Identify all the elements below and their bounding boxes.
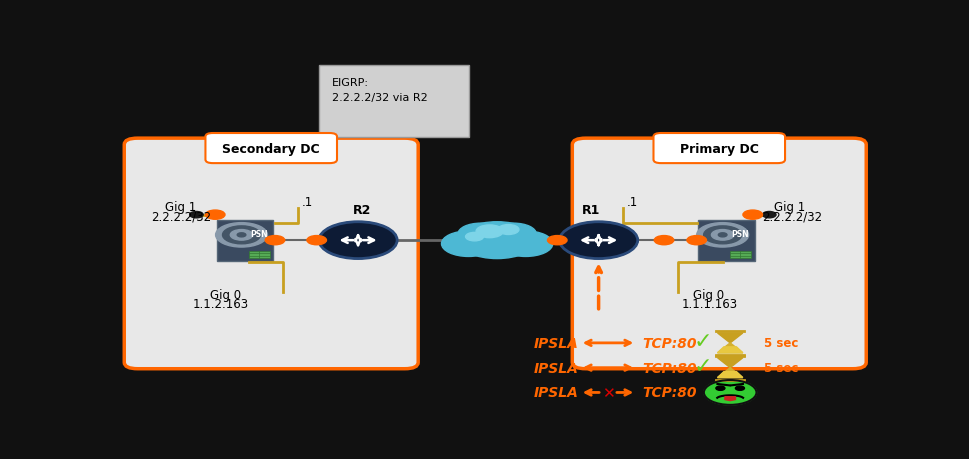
Circle shape <box>306 236 327 245</box>
Circle shape <box>222 226 261 244</box>
FancyBboxPatch shape <box>730 251 750 259</box>
Circle shape <box>490 224 536 245</box>
Circle shape <box>696 223 748 247</box>
Text: PSN: PSN <box>731 229 748 238</box>
FancyBboxPatch shape <box>217 220 273 261</box>
Circle shape <box>465 233 484 241</box>
Text: Secondary DC: Secondary DC <box>222 142 320 155</box>
Text: EIGRP:: EIGRP: <box>331 78 368 88</box>
Circle shape <box>443 235 476 250</box>
Text: 1.1.1.163: 1.1.1.163 <box>680 298 736 311</box>
Text: 2.2.2.2/32: 2.2.2.2/32 <box>762 210 822 223</box>
Text: TCP:80: TCP:80 <box>641 361 696 375</box>
Circle shape <box>715 386 724 391</box>
Text: PSN: PSN <box>250 229 267 238</box>
Text: Primary DC: Primary DC <box>679 142 758 155</box>
Text: Gig 1: Gig 1 <box>773 201 804 213</box>
Text: 5 sec: 5 sec <box>764 336 797 350</box>
Polygon shape <box>717 358 742 368</box>
Circle shape <box>703 380 756 405</box>
Circle shape <box>686 236 705 245</box>
Polygon shape <box>717 368 742 378</box>
FancyBboxPatch shape <box>653 134 784 164</box>
Polygon shape <box>724 397 735 401</box>
Text: R2: R2 <box>353 203 370 216</box>
Circle shape <box>497 225 518 235</box>
FancyBboxPatch shape <box>124 139 418 369</box>
Text: Gig 0: Gig 0 <box>692 288 723 301</box>
Circle shape <box>265 236 285 245</box>
Text: R1: R1 <box>581 203 600 216</box>
Circle shape <box>319 222 396 259</box>
Text: 2.2.2.2/32 via R2: 2.2.2.2/32 via R2 <box>331 93 427 103</box>
Text: ✓: ✓ <box>694 356 712 376</box>
Text: ✓: ✓ <box>694 331 712 351</box>
Circle shape <box>441 231 495 257</box>
Circle shape <box>559 222 637 259</box>
Circle shape <box>476 225 503 238</box>
Polygon shape <box>717 333 742 343</box>
Circle shape <box>653 236 673 245</box>
Circle shape <box>215 223 267 247</box>
Circle shape <box>742 211 762 220</box>
Circle shape <box>547 236 567 245</box>
FancyBboxPatch shape <box>205 134 336 164</box>
Circle shape <box>517 235 550 250</box>
FancyBboxPatch shape <box>319 66 469 138</box>
Circle shape <box>476 239 517 258</box>
Text: .1: .1 <box>627 196 638 208</box>
Circle shape <box>718 233 726 237</box>
Circle shape <box>735 386 743 391</box>
Text: Gig 0: Gig 0 <box>209 288 241 301</box>
Circle shape <box>498 231 552 257</box>
Text: TCP:80: TCP:80 <box>641 386 696 400</box>
Polygon shape <box>717 372 742 378</box>
Text: TCP:80: TCP:80 <box>641 336 696 350</box>
Text: .1: .1 <box>301 196 313 208</box>
Polygon shape <box>717 343 742 353</box>
Text: IPSLA: IPSLA <box>533 336 578 350</box>
FancyBboxPatch shape <box>698 220 754 261</box>
Text: 5 sec: 5 sec <box>764 361 797 375</box>
Circle shape <box>703 226 741 244</box>
Text: IPSLA: IPSLA <box>533 386 578 400</box>
Text: Gig 1: Gig 1 <box>165 201 196 213</box>
Circle shape <box>457 222 536 259</box>
Polygon shape <box>717 347 742 353</box>
FancyBboxPatch shape <box>572 139 865 369</box>
Circle shape <box>457 224 503 245</box>
Circle shape <box>230 230 253 241</box>
Circle shape <box>205 211 225 220</box>
FancyBboxPatch shape <box>249 251 269 259</box>
Text: 2.2.2.2/32: 2.2.2.2/32 <box>151 210 211 223</box>
Text: ✕: ✕ <box>601 385 613 400</box>
Circle shape <box>190 212 203 218</box>
Circle shape <box>762 212 775 218</box>
Text: 1.1.2.163: 1.1.2.163 <box>193 298 248 311</box>
Circle shape <box>710 230 734 241</box>
Text: IPSLA: IPSLA <box>533 361 578 375</box>
Circle shape <box>237 233 245 237</box>
